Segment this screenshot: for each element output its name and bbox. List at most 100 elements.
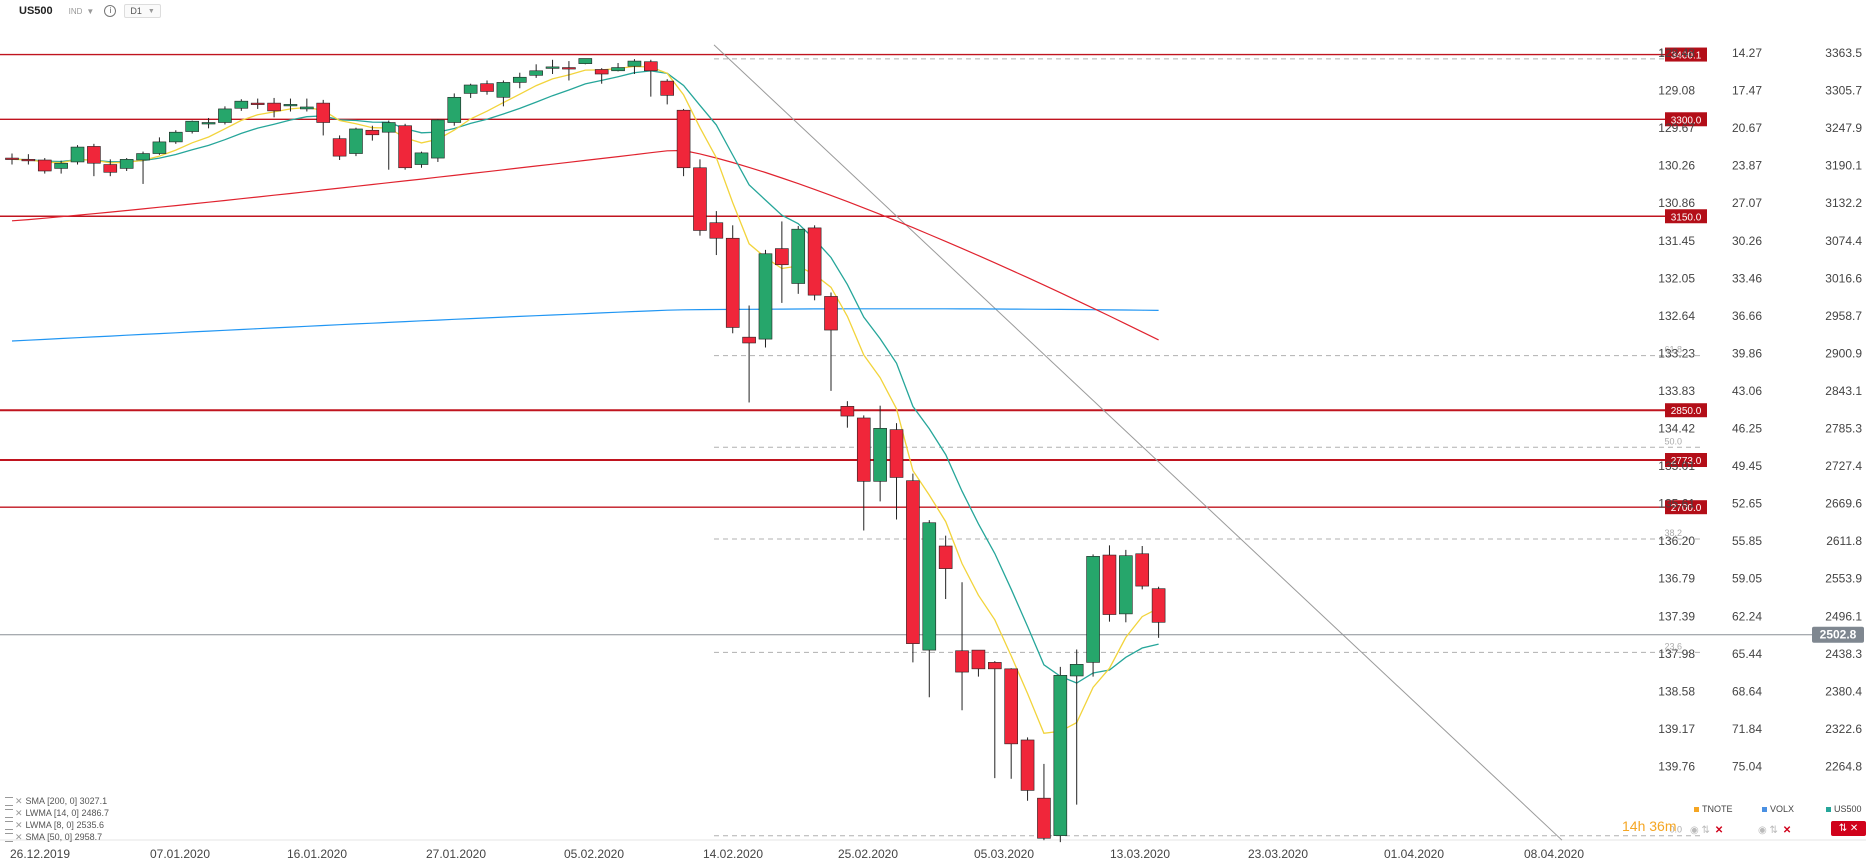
price-axis-tick: 2727.4 — [1825, 459, 1862, 473]
candle-body — [856, 417, 871, 482]
sort-icon[interactable]: ⇅ — [1769, 825, 1778, 836]
sort-icon[interactable]: ⇅ — [1701, 825, 1710, 836]
candle-body — [955, 650, 969, 673]
volx-axis-tick: 27.07 — [1732, 196, 1762, 210]
candle-body — [381, 122, 396, 133]
volx-axis-tick: 62.24 — [1732, 609, 1762, 623]
list-icon — [5, 809, 13, 819]
candle-body — [250, 102, 265, 105]
indicator-item[interactable]: ✕ SMA [200, 0] 3027.1 — [5, 795, 109, 807]
list-icon — [5, 833, 13, 843]
price-axis-tick: 3247.9 — [1825, 121, 1862, 135]
close-icon[interactable]: ✕ — [1714, 825, 1724, 836]
trendline — [713, 44, 1563, 841]
price-axis-tick: 2380.4 — [1825, 684, 1862, 698]
x-axis-label: 14.02.2020 — [703, 847, 763, 861]
volx-controls: ◉ ⇅ ✕ — [1758, 825, 1791, 836]
x-axis-label: 25.02.2020 — [838, 847, 898, 861]
price-axis-tick: 2785.3 — [1825, 422, 1862, 436]
x-axis-label: 16.01.2020 — [287, 847, 347, 861]
tnote-axis-tick: 137.39 — [1658, 609, 1695, 623]
fib-level-label: 0.0 — [1669, 825, 1682, 835]
close-icon: ✕ — [1849, 823, 1859, 834]
candle-body — [1069, 664, 1084, 677]
x-axis-label: 13.03.2020 — [1110, 847, 1170, 861]
price-axis-tick: 2322.6 — [1825, 722, 1862, 736]
close-icon[interactable]: ✕ — [1782, 825, 1792, 836]
sort-icon: ⇅ — [1838, 823, 1848, 834]
candle-body — [709, 222, 724, 239]
volx-axis-tick: 23.87 — [1732, 159, 1762, 173]
level-tag — [1665, 112, 1707, 127]
candle-body — [1102, 554, 1117, 615]
eye-icon[interactable]: ◉ — [1690, 825, 1699, 836]
close-icon[interactable]: ✕ — [15, 832, 23, 842]
volx-axis-tick: 39.86 — [1732, 346, 1762, 360]
candle-body — [5, 157, 19, 160]
tab-us500[interactable]: US500 — [1826, 804, 1862, 814]
candle-body — [725, 237, 740, 328]
tnote-axis-tick: 129.67 — [1658, 121, 1695, 135]
candle-body — [152, 141, 167, 154]
candle-body — [136, 153, 150, 161]
candle-body — [644, 61, 658, 72]
candle-body — [512, 76, 527, 83]
symbol-label[interactable]: US500 — [19, 5, 53, 17]
instrument-type-label: IND — [68, 6, 83, 16]
candle-body — [119, 159, 134, 169]
x-axis-label: 26.12.2019 — [10, 847, 70, 861]
candle-body — [463, 84, 478, 94]
square-icon — [1762, 807, 1767, 813]
lwma-8-line — [11, 65, 1159, 735]
close-icon[interactable]: ✕ — [15, 820, 23, 830]
tab-volx[interactable]: VOLX — [1762, 804, 1794, 814]
candle-body — [332, 138, 347, 157]
volx-axis-tick: 55.85 — [1732, 534, 1762, 548]
level-tag — [1665, 47, 1707, 62]
candle-body — [70, 146, 85, 163]
x-axis-label: 08.04.2020 — [1524, 847, 1584, 861]
info-icon[interactable]: i — [104, 5, 117, 17]
volx-axis-tick: 36.66 — [1732, 309, 1762, 323]
chevron-down-icon[interactable]: ▼ — [86, 6, 95, 16]
indicator-item[interactable]: ✕ LWMA [14, 0] 2486.7 — [5, 807, 109, 819]
timeframe-value: D1 — [130, 6, 142, 16]
eye-icon[interactable]: ◉ — [1758, 825, 1767, 836]
candle-body — [889, 429, 904, 478]
candle-body — [742, 336, 756, 344]
tab-tnote[interactable]: TNOTE — [1694, 804, 1733, 814]
x-axis-label: 05.03.2020 — [974, 847, 1034, 861]
x-axis-label: 07.01.2020 — [150, 847, 210, 861]
candle-body — [447, 96, 462, 123]
candle-body — [234, 100, 249, 109]
volx-axis-tick: 46.25 — [1732, 422, 1762, 436]
x-axis-label: 27.01.2020 — [426, 847, 486, 861]
level-tag — [1665, 500, 1707, 515]
candle-body — [693, 167, 707, 231]
close-icon[interactable]: ✕ — [15, 808, 23, 818]
candle-body — [562, 67, 576, 70]
candle-body — [283, 104, 298, 107]
close-icon[interactable]: ✕ — [15, 796, 23, 806]
tnote-axis-tick: 136.20 — [1658, 534, 1695, 548]
volx-axis-tick: 43.06 — [1732, 384, 1762, 398]
price-axis-tick: 2843.1 — [1825, 384, 1862, 398]
candle-body — [1119, 555, 1133, 615]
tnote-axis-tick: 128.48 — [1658, 46, 1695, 60]
indicator-item[interactable]: ✕ SMA [50, 0] 2958.7 — [5, 831, 109, 843]
candle-body — [824, 296, 838, 331]
indicator-item[interactable]: ✕ LWMA [8, 0] 2535.6 — [5, 819, 109, 831]
volx-axis-tick: 30.26 — [1732, 234, 1762, 248]
candle-body — [103, 164, 118, 173]
candle-body — [21, 159, 36, 162]
us500-active-control[interactable]: ⇅ ✕ — [1831, 821, 1866, 836]
candle-body — [201, 122, 216, 125]
volx-axis-tick: 17.47 — [1732, 84, 1762, 98]
tnote-controls: ◉ ⇅ ✕ — [1690, 825, 1723, 836]
sma-50-line — [11, 149, 1159, 341]
timeframe-select[interactable]: D1 ▼ — [124, 4, 161, 18]
price-axis-tick: 2264.8 — [1825, 759, 1862, 773]
candle-body — [987, 662, 1002, 670]
tnote-axis-tick: 132.05 — [1658, 271, 1695, 285]
